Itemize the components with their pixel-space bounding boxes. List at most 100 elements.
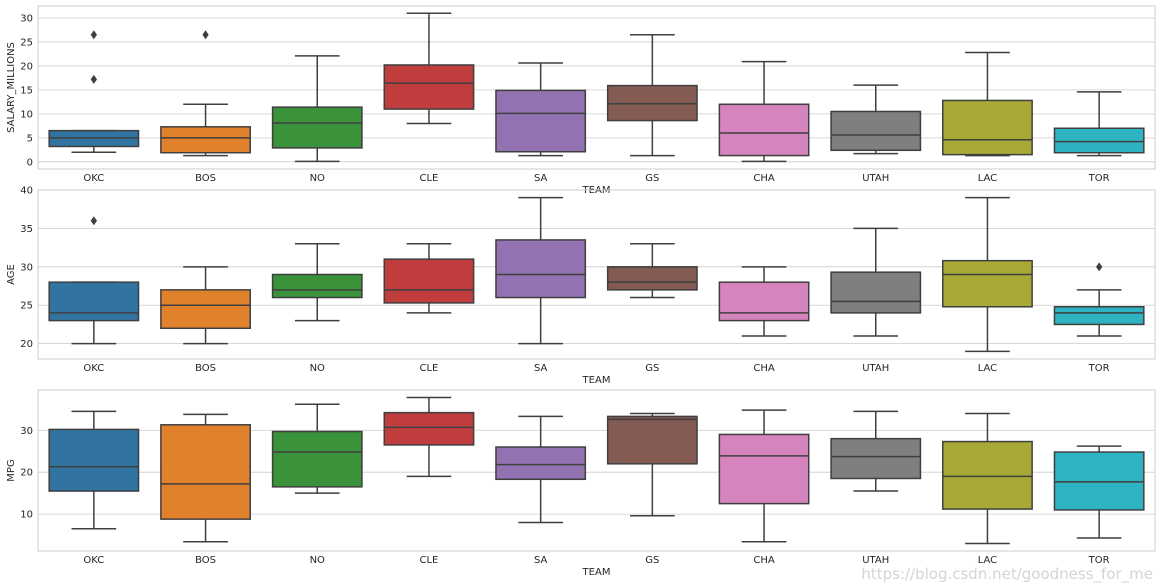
box-iqr [942, 99, 1033, 156]
box-cha [718, 266, 810, 337]
y-tick-label: 30 [20, 13, 33, 24]
y-axis-label: AGE [6, 264, 17, 285]
box-iqr [1053, 127, 1145, 154]
box-tor [1053, 262, 1145, 337]
y-tick-label: 30 [20, 262, 33, 273]
x-tick-label: CLE [420, 173, 439, 184]
x-tick-label: CLE [420, 555, 439, 566]
x-tick-label: CLE [420, 363, 439, 374]
x-tick-label: NO [310, 173, 325, 184]
x-tick-label: NO [310, 555, 325, 566]
y-tick-label: 20 [20, 61, 33, 72]
x-tick-label: SA [534, 363, 548, 374]
x-tick-label: SA [534, 555, 548, 566]
y-tick-label: 20 [20, 468, 33, 479]
panel-salary_millions: 0 5 10 15 20 25 30 OKC BOS NO CLE SA GS CHA UTAH LAC TOR… [6, 5, 1156, 196]
y-tick-label: 10 [20, 109, 33, 120]
x-tick-label: BOS [195, 173, 216, 184]
x-tick-label: UTAH [862, 173, 889, 184]
box-iqr [830, 271, 922, 314]
box-cle [383, 12, 475, 125]
x-tick-label: SA [534, 173, 548, 184]
x-tick-label: NO [310, 363, 325, 374]
box-iqr [1053, 306, 1145, 326]
axes-frame [37, 389, 1156, 552]
x-tick-label: BOS [195, 555, 216, 566]
x-tick-label: TOR [1088, 173, 1110, 184]
box-cha [718, 409, 810, 543]
box-iqr [48, 281, 140, 322]
x-tick-label: OKC [83, 173, 104, 184]
box-utah [830, 227, 922, 337]
outlier-point [202, 30, 209, 40]
box-iqr [271, 273, 363, 299]
box-bos [160, 30, 251, 157]
box-sa [495, 196, 587, 345]
y-tick-label: 35 [20, 224, 33, 235]
box-lac [942, 412, 1033, 545]
y-tick-label: 30 [20, 426, 33, 437]
box-iqr [160, 126, 251, 154]
y-tick-label: 20 [20, 339, 33, 350]
box-iqr [160, 424, 251, 520]
box-iqr [718, 281, 810, 322]
box-no [271, 55, 363, 163]
box-cle [383, 243, 475, 314]
x-tick-label: LAC [978, 173, 997, 184]
box-iqr [718, 103, 810, 157]
axes-frame [37, 189, 1156, 360]
box-bos [160, 413, 251, 543]
box-no [271, 403, 363, 494]
box-iqr [383, 411, 475, 446]
x-tick-label: UTAH [862, 363, 889, 374]
x-tick-label: OKC [83, 555, 104, 566]
x-tick-label: GS [645, 555, 659, 566]
box-sa [495, 62, 587, 157]
box-okc [48, 30, 140, 153]
x-tick-label: GS [645, 173, 659, 184]
outlier-point [90, 30, 97, 40]
x-tick-label: TOR [1088, 363, 1110, 374]
x-tick-label: CHA [753, 363, 775, 374]
x-tick-label: LAC [978, 555, 997, 566]
outlier-point [90, 74, 97, 84]
box-iqr [830, 110, 922, 152]
y-tick-label: 10 [20, 510, 33, 521]
box-lac [942, 51, 1033, 157]
x-tick-label: CHA [753, 173, 775, 184]
x-tick-label: OKC [83, 363, 104, 374]
panel-age: 20 25 30 35 40 OKC BOS NO CLE SA GS CHA UTAH LAC TOR TE… [6, 186, 1156, 386]
x-tick-label: GS [645, 363, 659, 374]
y-tick-label: 5 [27, 133, 33, 144]
y-axis-label: MPG [6, 459, 17, 481]
box-iqr [495, 89, 587, 153]
box-cle [383, 396, 475, 478]
box-iqr [383, 64, 475, 110]
box-iqr [718, 433, 810, 505]
outlier-point [90, 216, 97, 226]
box-iqr [383, 258, 475, 304]
box-tor [1053, 445, 1145, 539]
y-tick-label: 25 [20, 37, 33, 48]
x-tick-label: CHA [753, 555, 775, 566]
box-gs [606, 243, 698, 299]
box-iqr [942, 259, 1033, 308]
y-tick-label: 0 [27, 157, 33, 168]
box-lac [942, 196, 1033, 353]
box-iqr [160, 289, 251, 330]
outlier-point [1096, 262, 1103, 272]
box-no [271, 243, 363, 322]
box-iqr [271, 106, 363, 149]
box-bos [160, 266, 251, 345]
box-iqr [271, 430, 363, 488]
box-iqr [1053, 451, 1145, 511]
box-okc [48, 410, 140, 530]
watermark-text: https://blog.csdn.net/goodness_for_me [861, 565, 1153, 583]
box-utah [830, 410, 922, 492]
y-tick-label: 15 [20, 85, 33, 96]
box-iqr [830, 437, 922, 480]
x-tick-label: LAC [978, 363, 997, 374]
x-axis-label: TEAM [582, 375, 611, 386]
y-tick-label: 25 [20, 301, 33, 312]
box-iqr [942, 440, 1033, 510]
